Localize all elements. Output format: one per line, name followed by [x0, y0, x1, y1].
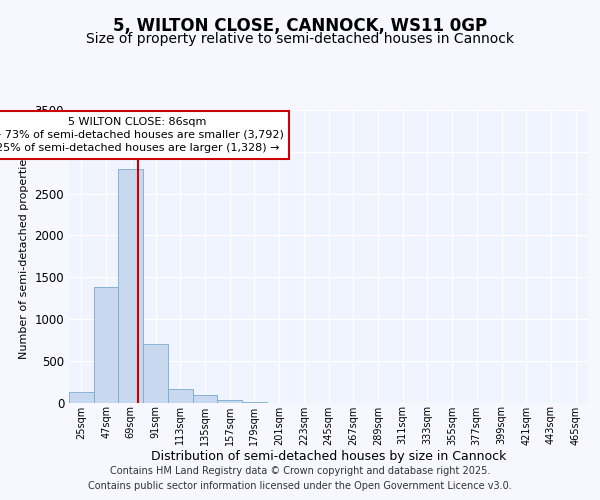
X-axis label: Distribution of semi-detached houses by size in Cannock: Distribution of semi-detached houses by …: [151, 450, 506, 463]
Bar: [94, 287, 118, 403]
Bar: [168, 388, 193, 402]
Text: Contains public sector information licensed under the Open Government Licence v3: Contains public sector information licen…: [88, 481, 512, 491]
Bar: [69, 392, 94, 402]
Text: Size of property relative to semi-detached houses in Cannock: Size of property relative to semi-detach…: [86, 32, 514, 46]
Text: 5, WILTON CLOSE, CANNOCK, WS11 0GP: 5, WILTON CLOSE, CANNOCK, WS11 0GP: [113, 18, 487, 36]
Bar: [118, 168, 143, 402]
Text: Contains HM Land Registry data © Crown copyright and database right 2025.: Contains HM Land Registry data © Crown c…: [110, 466, 490, 476]
Bar: [193, 395, 217, 402]
Y-axis label: Number of semi-detached properties: Number of semi-detached properties: [19, 153, 29, 359]
Bar: [217, 400, 242, 402]
Text: 5 WILTON CLOSE: 86sqm
← 73% of semi-detached houses are smaller (3,792)
25% of s: 5 WILTON CLOSE: 86sqm ← 73% of semi-deta…: [0, 116, 283, 153]
Bar: [143, 344, 168, 403]
